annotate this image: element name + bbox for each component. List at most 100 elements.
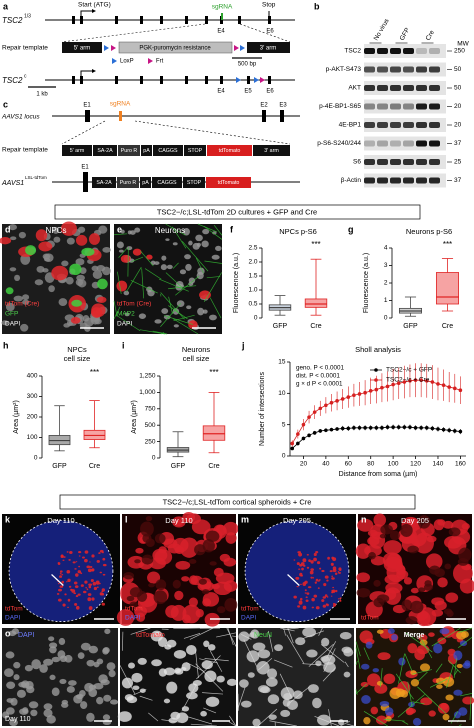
x-tick-label: 160 [455,461,466,468]
cell [58,298,68,307]
band [403,103,414,110]
cell [335,589,338,593]
cell [298,552,303,557]
band [377,159,388,165]
cell [163,698,171,704]
point [441,383,446,387]
cell [99,592,103,596]
cell [292,690,303,699]
fiber [213,225,223,236]
panel-letter: g [348,224,354,234]
cell [321,569,325,573]
sgrna-site [119,111,122,121]
point [363,390,367,395]
cell [75,234,88,246]
cell [300,583,302,585]
mw-label: 37 [454,140,462,147]
cell [65,581,68,583]
allele-superscript: c [24,73,27,79]
band [364,122,375,128]
cell [315,550,319,554]
cell [410,678,420,687]
row-label: β-Actin [341,177,362,184]
cell [9,267,17,272]
cell [247,672,255,678]
cell [77,570,82,574]
construct-part [117,177,139,188]
y-axis-label: Area (µm²) [131,400,138,434]
row-label: p-4E-BP1-S65 [319,103,361,110]
mw-label: 50 [454,85,462,92]
y-tick-label: 0 [384,315,388,322]
cell [10,697,18,706]
cell [302,605,307,610]
point [346,426,351,431]
exon [185,76,188,84]
cell [166,681,178,694]
fiber [113,306,121,320]
cell [406,707,417,715]
scale-label: 1 kb [36,92,48,98]
cell [65,276,74,285]
cell [305,599,309,603]
cell [204,670,217,683]
cell [241,700,252,708]
cell [224,598,238,612]
cell [14,274,21,282]
cell [329,570,333,573]
y-tick-label: 250 [145,438,156,445]
construct-part [206,177,251,188]
panel-letter: n [361,514,367,524]
x-tick-label: 40 [322,461,330,468]
cell [81,556,85,559]
cell [308,684,319,693]
cell [186,305,192,310]
fiber [447,660,461,674]
cell [66,685,75,693]
point [357,392,362,396]
cell [195,234,203,242]
cell [88,645,99,654]
guide-line [239,23,291,43]
cell [188,683,199,693]
point [430,380,435,384]
cell [91,597,95,601]
cell [448,527,461,537]
x-tick-label: 20 [300,461,308,468]
fiber [257,708,278,727]
fiber [355,641,361,657]
fiber [322,667,336,682]
exon [72,76,75,84]
cell [360,681,369,688]
arm [62,42,102,53]
cell [407,643,418,654]
cell [383,540,402,555]
guide-line [61,120,106,145]
cell [309,570,314,575]
cell [30,709,38,717]
cell [437,637,447,645]
part-label: SA-2A [97,148,113,154]
point [374,426,379,430]
y-tick-label: 15 [278,359,286,366]
cell [331,577,335,580]
cell [375,715,388,725]
legend-label: LoxP [120,59,134,65]
cell [5,651,15,659]
cell [64,654,73,663]
cell [62,603,66,607]
cell [308,559,311,563]
cell [123,571,135,580]
significance: *** [90,368,99,377]
fiber [144,268,162,280]
exon [115,16,118,24]
guide-line [61,23,206,43]
cell [296,562,300,566]
legend-label: Frt [156,59,164,65]
cell [80,642,91,651]
channel-label: DAPI [241,615,256,622]
exon [268,16,271,24]
point [329,400,334,405]
cell [102,557,106,561]
cell [356,572,370,583]
